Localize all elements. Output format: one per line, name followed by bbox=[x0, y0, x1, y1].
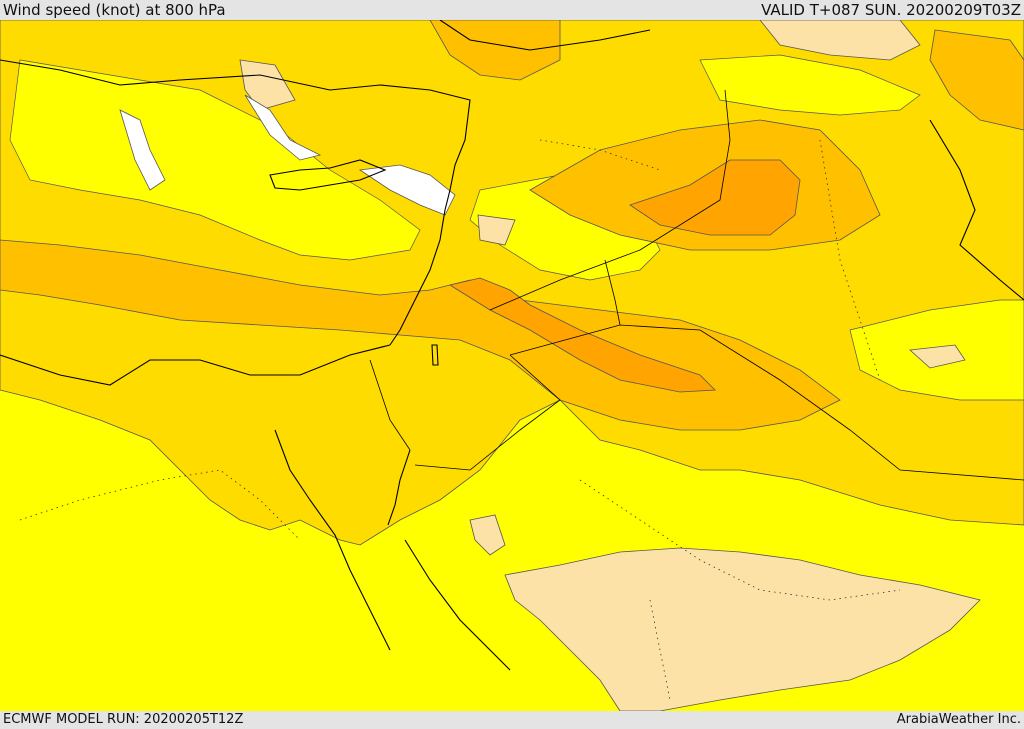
map-title: Wind speed (knot) at 800 hPa bbox=[3, 1, 226, 19]
dotted-border-3 bbox=[819, 139, 881, 381]
contour-band-yellow-nw bbox=[9, 59, 421, 261]
gulf-of-suez bbox=[274, 429, 391, 651]
contour-band-calm-turkey bbox=[244, 94, 322, 161]
border-iraq-iran bbox=[604, 259, 621, 326]
model-run-label: ECMWF MODEL RUN: 20200205T12Z bbox=[3, 712, 244, 727]
dotted-border-1 bbox=[19, 469, 301, 541]
contour-band-yellow-ne bbox=[699, 54, 921, 116]
red-sea-east-coast bbox=[404, 539, 511, 671]
egypt-north-coast bbox=[0, 344, 391, 386]
dotted-border-5 bbox=[539, 139, 661, 171]
contour-band-orange-iraq bbox=[629, 159, 801, 236]
turkey-coastline bbox=[0, 59, 471, 211]
contour-band-peach-e bbox=[909, 344, 966, 369]
contour-band-calm-east-med bbox=[358, 164, 456, 216]
coastlines bbox=[0, 20, 1024, 671]
border-syria-iraq bbox=[489, 89, 731, 311]
persian-gulf-coast bbox=[929, 119, 1024, 301]
dotted-border-4 bbox=[649, 599, 671, 701]
dotted-internal-borders bbox=[19, 139, 901, 701]
map-canvas bbox=[0, 20, 1024, 711]
contour-band-peach-turkey bbox=[239, 59, 296, 111]
header-bar: Wind speed (knot) at 800 hPa VALID T+087… bbox=[0, 0, 1024, 20]
wind-speed-map bbox=[0, 20, 1024, 711]
valid-time-label: VALID T+087 SUN. 20200209T03Z bbox=[761, 1, 1021, 19]
contour-band-light-orange-west bbox=[0, 239, 841, 431]
dead-sea bbox=[431, 344, 439, 366]
contour-band-light-orange-ne bbox=[929, 29, 1024, 131]
contour-band-peach-north bbox=[759, 20, 921, 61]
borders bbox=[369, 89, 1024, 481]
credit-label: ArabiaWeather Inc. bbox=[896, 712, 1021, 727]
contour-band-calm-aegean bbox=[119, 109, 166, 191]
contour-band-peach-sw bbox=[469, 514, 506, 556]
cyprus-coastline bbox=[269, 159, 387, 191]
footer-bar: ECMWF MODEL RUN: 20200205T12Z ArabiaWeat… bbox=[0, 711, 1024, 729]
contour-band-peach-levant bbox=[477, 214, 516, 246]
black-sea-coast bbox=[439, 20, 651, 51]
contour-band-peach-arabia bbox=[504, 547, 981, 711]
border-egypt-libya bbox=[369, 359, 411, 451]
levant-coastline bbox=[389, 209, 446, 346]
border-jordan-saudi bbox=[414, 354, 561, 471]
gulf-of-aqaba bbox=[387, 449, 411, 526]
